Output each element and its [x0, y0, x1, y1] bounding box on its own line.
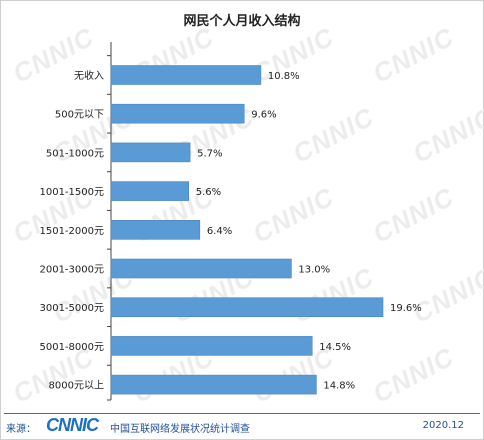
data-label: 10.8%	[268, 71, 300, 82]
category-label: 2001-3000元	[39, 265, 104, 276]
bar	[110, 142, 191, 163]
bar	[110, 220, 201, 240]
report-name: 中国互联网络发展状况统计调查	[110, 424, 250, 435]
footer: 来源： CNNIC 中国互联网络发展状况统计调查 2020.12	[0, 415, 484, 439]
category-label: 1501-2000元	[39, 226, 104, 237]
category-label: 500元以下	[55, 110, 104, 121]
bar-chart: 无收入 10.8% 500元以下 9.6% 501-1000元 5.7% 1001-1500…	[39, 42, 422, 401]
bar	[110, 103, 245, 124]
data-label: 14.8%	[323, 381, 355, 392]
data-label: 19.6%	[390, 303, 422, 314]
category-label: 5001-8000元	[39, 342, 104, 353]
data-label: 13.0%	[298, 265, 330, 276]
footer-divider	[4, 413, 480, 414]
source-label: 来源：	[6, 424, 36, 435]
data-label: 9.6%	[251, 110, 276, 121]
data-label: 14.5%	[319, 342, 351, 353]
bar	[110, 258, 292, 279]
report-date: 2020.12	[422, 420, 464, 431]
category-label: 1001-1500元	[39, 187, 104, 198]
category-label: 3001-5000元	[39, 303, 104, 314]
data-label: 5.7%	[197, 148, 222, 159]
bar	[110, 374, 317, 395]
data-label: 5.6%	[196, 187, 221, 198]
data-label: 6.4%	[207, 226, 232, 237]
cnnic-logo: CNNIC	[46, 415, 99, 435]
chart-title: 网民个人月收入结构	[183, 14, 301, 29]
bar	[110, 65, 262, 85]
bar	[110, 181, 190, 201]
category-label: 501-1000元	[46, 148, 104, 159]
category-label: 8000元以上	[49, 380, 104, 392]
bar	[110, 336, 313, 356]
bar	[110, 297, 384, 318]
category-label: 无收入	[74, 69, 104, 82]
